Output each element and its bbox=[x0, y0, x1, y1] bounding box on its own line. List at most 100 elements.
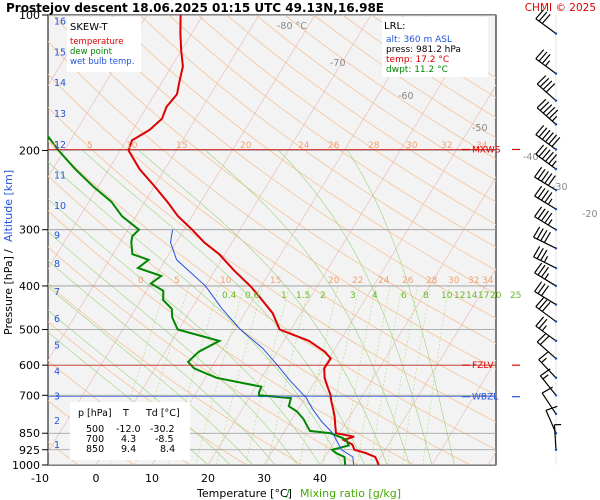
table-cell: 8.4 bbox=[160, 444, 175, 455]
barb-flag bbox=[545, 106, 556, 117]
theta-label: 26 bbox=[328, 141, 340, 151]
mixing-ratio-label: 2 bbox=[320, 291, 326, 301]
dry-adiabat bbox=[197, 15, 496, 225]
wind-barb bbox=[553, 423, 562, 451]
barb-flag bbox=[538, 51, 548, 62]
level-label-fzlv: FZLV bbox=[472, 361, 494, 371]
barb-flag bbox=[540, 266, 549, 278]
barb-dot bbox=[554, 376, 558, 379]
theta-label: 22 bbox=[352, 276, 363, 286]
dry-adiabat bbox=[168, 15, 496, 248]
plot-area bbox=[47, 14, 497, 466]
barb-flag bbox=[533, 246, 541, 258]
wind-barb bbox=[538, 351, 558, 379]
credit-label: CHMI © 2025 bbox=[525, 2, 596, 14]
altitude-tick-label: 15 bbox=[54, 47, 66, 58]
theta-label: 24 bbox=[298, 141, 310, 151]
barb-flag bbox=[539, 101, 550, 111]
dry-adiabat bbox=[110, 15, 496, 295]
level-markers: MXWS FZLV WBZL bbox=[48, 145, 520, 403]
barb-half bbox=[547, 198, 553, 205]
x-axis-label-temperature: Temperature [°C] bbox=[196, 487, 292, 500]
barb-flag bbox=[541, 129, 551, 140]
barb-flag bbox=[541, 53, 551, 64]
dewpoint-line bbox=[48, 134, 351, 465]
pressure-tick-label: 500 bbox=[19, 324, 40, 337]
barb-dot bbox=[554, 448, 558, 451]
barb-flag bbox=[535, 125, 545, 136]
theta-label: 5 bbox=[174, 276, 180, 286]
barb-dot bbox=[554, 99, 558, 102]
barb-half bbox=[542, 374, 549, 380]
theta-label: 24 bbox=[378, 276, 390, 286]
altitude-tick-label: 11 bbox=[54, 171, 66, 182]
altitude-tick-label: 2 bbox=[54, 416, 60, 427]
barb-flag bbox=[538, 127, 548, 138]
temperature-tick-label: -10 bbox=[31, 472, 49, 485]
mixing-ratio-line bbox=[299, 285, 339, 465]
altitude-tick-label: 14 bbox=[54, 78, 66, 89]
barb-flag bbox=[534, 206, 543, 218]
barb-flag bbox=[539, 335, 550, 346]
mixing-ratio-line bbox=[245, 285, 290, 465]
altitude-tick-label: 4 bbox=[54, 366, 60, 377]
table-header-td: Td [°C] bbox=[145, 408, 180, 419]
mixing-ratio-line bbox=[267, 285, 310, 465]
legend-wetbulb: wet bulb temp. bbox=[70, 57, 134, 67]
barb-dot bbox=[554, 284, 558, 288]
barb-flag bbox=[535, 297, 545, 308]
wind-barb bbox=[534, 262, 558, 288]
isotherm-label: -60 bbox=[398, 91, 414, 102]
isotherm-label: -40 bbox=[523, 152, 539, 163]
barb-flag bbox=[536, 247, 544, 259]
barb-dot bbox=[554, 247, 558, 250]
isotherm-line bbox=[48, 15, 260, 361]
dry-adiabat bbox=[48, 73, 496, 396]
barb-flag bbox=[540, 210, 549, 222]
table-header-p: p [hPa] bbox=[78, 408, 112, 419]
barb-flag bbox=[544, 173, 553, 184]
barb-half bbox=[541, 357, 547, 363]
temperature-tick-label: 10 bbox=[145, 472, 159, 485]
mixing-ratio-label: 0.4 bbox=[222, 291, 237, 301]
barb-flag bbox=[544, 212, 553, 224]
mixing-ratio-line bbox=[215, 285, 263, 465]
x-axis-separator: / bbox=[286, 487, 290, 500]
wind-barb bbox=[533, 226, 558, 250]
temperature-tick-label: 0 bbox=[93, 472, 100, 485]
wind-barb bbox=[536, 75, 558, 102]
theta-label: 28 bbox=[368, 141, 380, 151]
table-cell: 500 bbox=[86, 424, 104, 435]
barb-dot bbox=[554, 320, 558, 323]
theta-label: 32 bbox=[441, 141, 452, 151]
isotherm-line bbox=[319, 176, 496, 465]
theta-label: 15 bbox=[176, 141, 187, 151]
lrl-alt: alt: 360 m ASL bbox=[386, 35, 452, 45]
barb-flag bbox=[535, 9, 545, 20]
barb-flag bbox=[534, 185, 543, 197]
wind-barb bbox=[534, 185, 558, 211]
barb-half bbox=[541, 325, 547, 332]
altitude-tick-label: 8 bbox=[54, 259, 60, 270]
pressure-tick-label: 300 bbox=[19, 224, 40, 237]
isotherm-label: -20 bbox=[582, 209, 598, 220]
wind-barb bbox=[539, 368, 558, 397]
mixing-ratio-label: 0.6 bbox=[245, 291, 260, 301]
theta-label: 28 bbox=[426, 276, 438, 286]
mixing-ratio-label: 17 bbox=[478, 291, 489, 301]
barb-flag bbox=[536, 333, 547, 343]
barb-half bbox=[551, 115, 558, 122]
mixing-ratio-label: 10 bbox=[441, 291, 453, 301]
theta-label: 34 bbox=[476, 141, 488, 151]
isotherm-line bbox=[263, 84, 496, 465]
dry-adiabat bbox=[52, 15, 496, 344]
barb-staff bbox=[553, 424, 557, 450]
barb-flag bbox=[538, 11, 548, 22]
isotherm-line bbox=[151, 15, 428, 465]
data-table-box bbox=[70, 402, 190, 460]
barb-dot bbox=[554, 394, 558, 397]
mixing-ratio-label: 8 bbox=[423, 291, 429, 301]
barb-dot bbox=[554, 207, 558, 211]
barb-flag bbox=[547, 175, 556, 186]
